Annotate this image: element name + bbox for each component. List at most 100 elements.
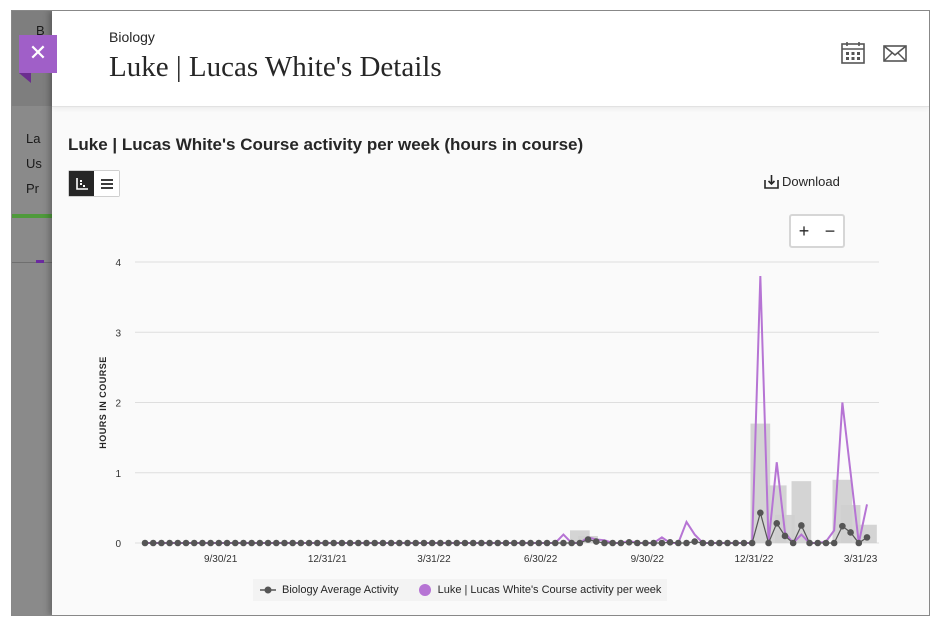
average-point <box>740 539 748 547</box>
average-point <box>724 539 731 547</box>
average-point <box>363 539 370 547</box>
average-point <box>592 538 600 545</box>
average-point <box>428 539 436 547</box>
average-point <box>633 539 641 547</box>
x-tick-label: 3/31/23 <box>844 554 878 565</box>
average-point <box>223 539 231 547</box>
average-point <box>543 539 551 547</box>
average-point <box>601 539 608 547</box>
download-label: Download <box>782 174 840 189</box>
panel-header: Biology Luke | Lucas White's Details <box>52 11 929 107</box>
average-point <box>346 539 354 547</box>
activity-bar <box>791 481 812 543</box>
course-name: Biology <box>109 29 155 45</box>
average-point <box>748 539 756 547</box>
chart-title: Luke | Lucas White's Course activity per… <box>68 135 584 154</box>
average-point <box>666 538 674 546</box>
average-point <box>289 539 296 547</box>
average-point <box>707 539 715 547</box>
y-tick-label: 4 <box>115 258 121 269</box>
chart-legend: Biology Average Activity Luke | Lucas Wh… <box>253 579 668 601</box>
average-point <box>478 539 485 547</box>
average-point <box>461 539 469 547</box>
average-point <box>625 538 633 546</box>
average-point <box>281 539 288 547</box>
average-point <box>182 539 190 547</box>
page-title: Luke | Lucas White's Details <box>109 51 442 83</box>
average-point <box>519 539 526 547</box>
average-point <box>338 539 346 547</box>
background-divider <box>12 262 52 263</box>
legend-item-average[interactable]: Biology Average Activity <box>259 584 399 596</box>
average-point <box>765 539 772 547</box>
average-point <box>469 539 477 547</box>
x-tick-label: 12/31/22 <box>734 554 773 565</box>
calendar-icon[interactable] <box>840 41 866 65</box>
zoom-out-button[interactable]: − <box>824 221 836 241</box>
zoom-in-button[interactable]: + <box>798 221 810 241</box>
average-point <box>839 522 846 530</box>
table-view-button[interactable] <box>94 171 119 196</box>
average-point <box>445 539 452 547</box>
envelope-icon[interactable] <box>882 41 908 65</box>
average-point <box>789 539 797 547</box>
background-row: La <box>26 131 41 146</box>
average-point <box>716 539 723 547</box>
background-letter: B <box>36 23 45 38</box>
average-point <box>190 539 198 547</box>
chart-view-button[interactable] <box>69 171 94 196</box>
legend-item-student[interactable]: Luke | Lucas White's Course activity per… <box>417 582 661 598</box>
average-point <box>322 539 329 547</box>
average-point <box>847 529 854 536</box>
zoom-controls: + − <box>789 214 845 248</box>
average-point <box>773 520 781 527</box>
average-point <box>691 538 699 545</box>
average-point <box>732 539 740 547</box>
average-point <box>609 539 616 547</box>
download-button[interactable]: Download <box>764 174 840 189</box>
average-point <box>535 539 543 547</box>
y-axis-title: HOURS IN COURSE <box>98 356 108 449</box>
average-point <box>412 539 420 547</box>
average-point <box>379 539 387 547</box>
average-point <box>387 539 395 547</box>
x-tick-label: 9/30/22 <box>631 554 665 565</box>
average-point <box>617 539 625 547</box>
chart-view-icon <box>75 177 88 190</box>
average-point <box>355 539 362 547</box>
average-point <box>453 539 461 547</box>
list-view-icon <box>100 178 113 189</box>
average-point <box>141 539 149 547</box>
average-point <box>863 534 871 541</box>
average-point <box>650 539 657 547</box>
background-marker <box>36 260 44 263</box>
y-tick-label: 2 <box>115 399 121 410</box>
background-row: Us <box>26 156 42 171</box>
average-point <box>437 539 444 547</box>
average-point <box>584 536 592 543</box>
background-row: Pr <box>26 181 39 196</box>
average-point <box>313 539 321 547</box>
average-point <box>297 539 305 547</box>
close-icon: ✕ <box>28 40 48 65</box>
average-point <box>396 539 403 547</box>
y-tick-label: 3 <box>115 328 121 339</box>
average-point <box>494 539 502 547</box>
average-point <box>822 539 830 547</box>
average-point <box>215 539 223 547</box>
average-point <box>420 539 428 547</box>
average-point <box>264 539 272 547</box>
average-point <box>158 539 165 547</box>
average-point <box>757 509 764 517</box>
average-point <box>658 539 666 547</box>
average-point <box>830 539 838 547</box>
close-button[interactable]: ✕ <box>19 35 57 73</box>
details-panel: Biology Luke | Lucas White's Details <box>52 11 929 615</box>
average-point <box>642 539 649 547</box>
legend-average-swatch <box>260 586 276 594</box>
x-tick-label: 9/30/21 <box>204 554 238 565</box>
average-point <box>855 539 863 547</box>
average-point <box>240 539 247 547</box>
average-point <box>199 539 206 547</box>
average-point <box>527 539 534 547</box>
